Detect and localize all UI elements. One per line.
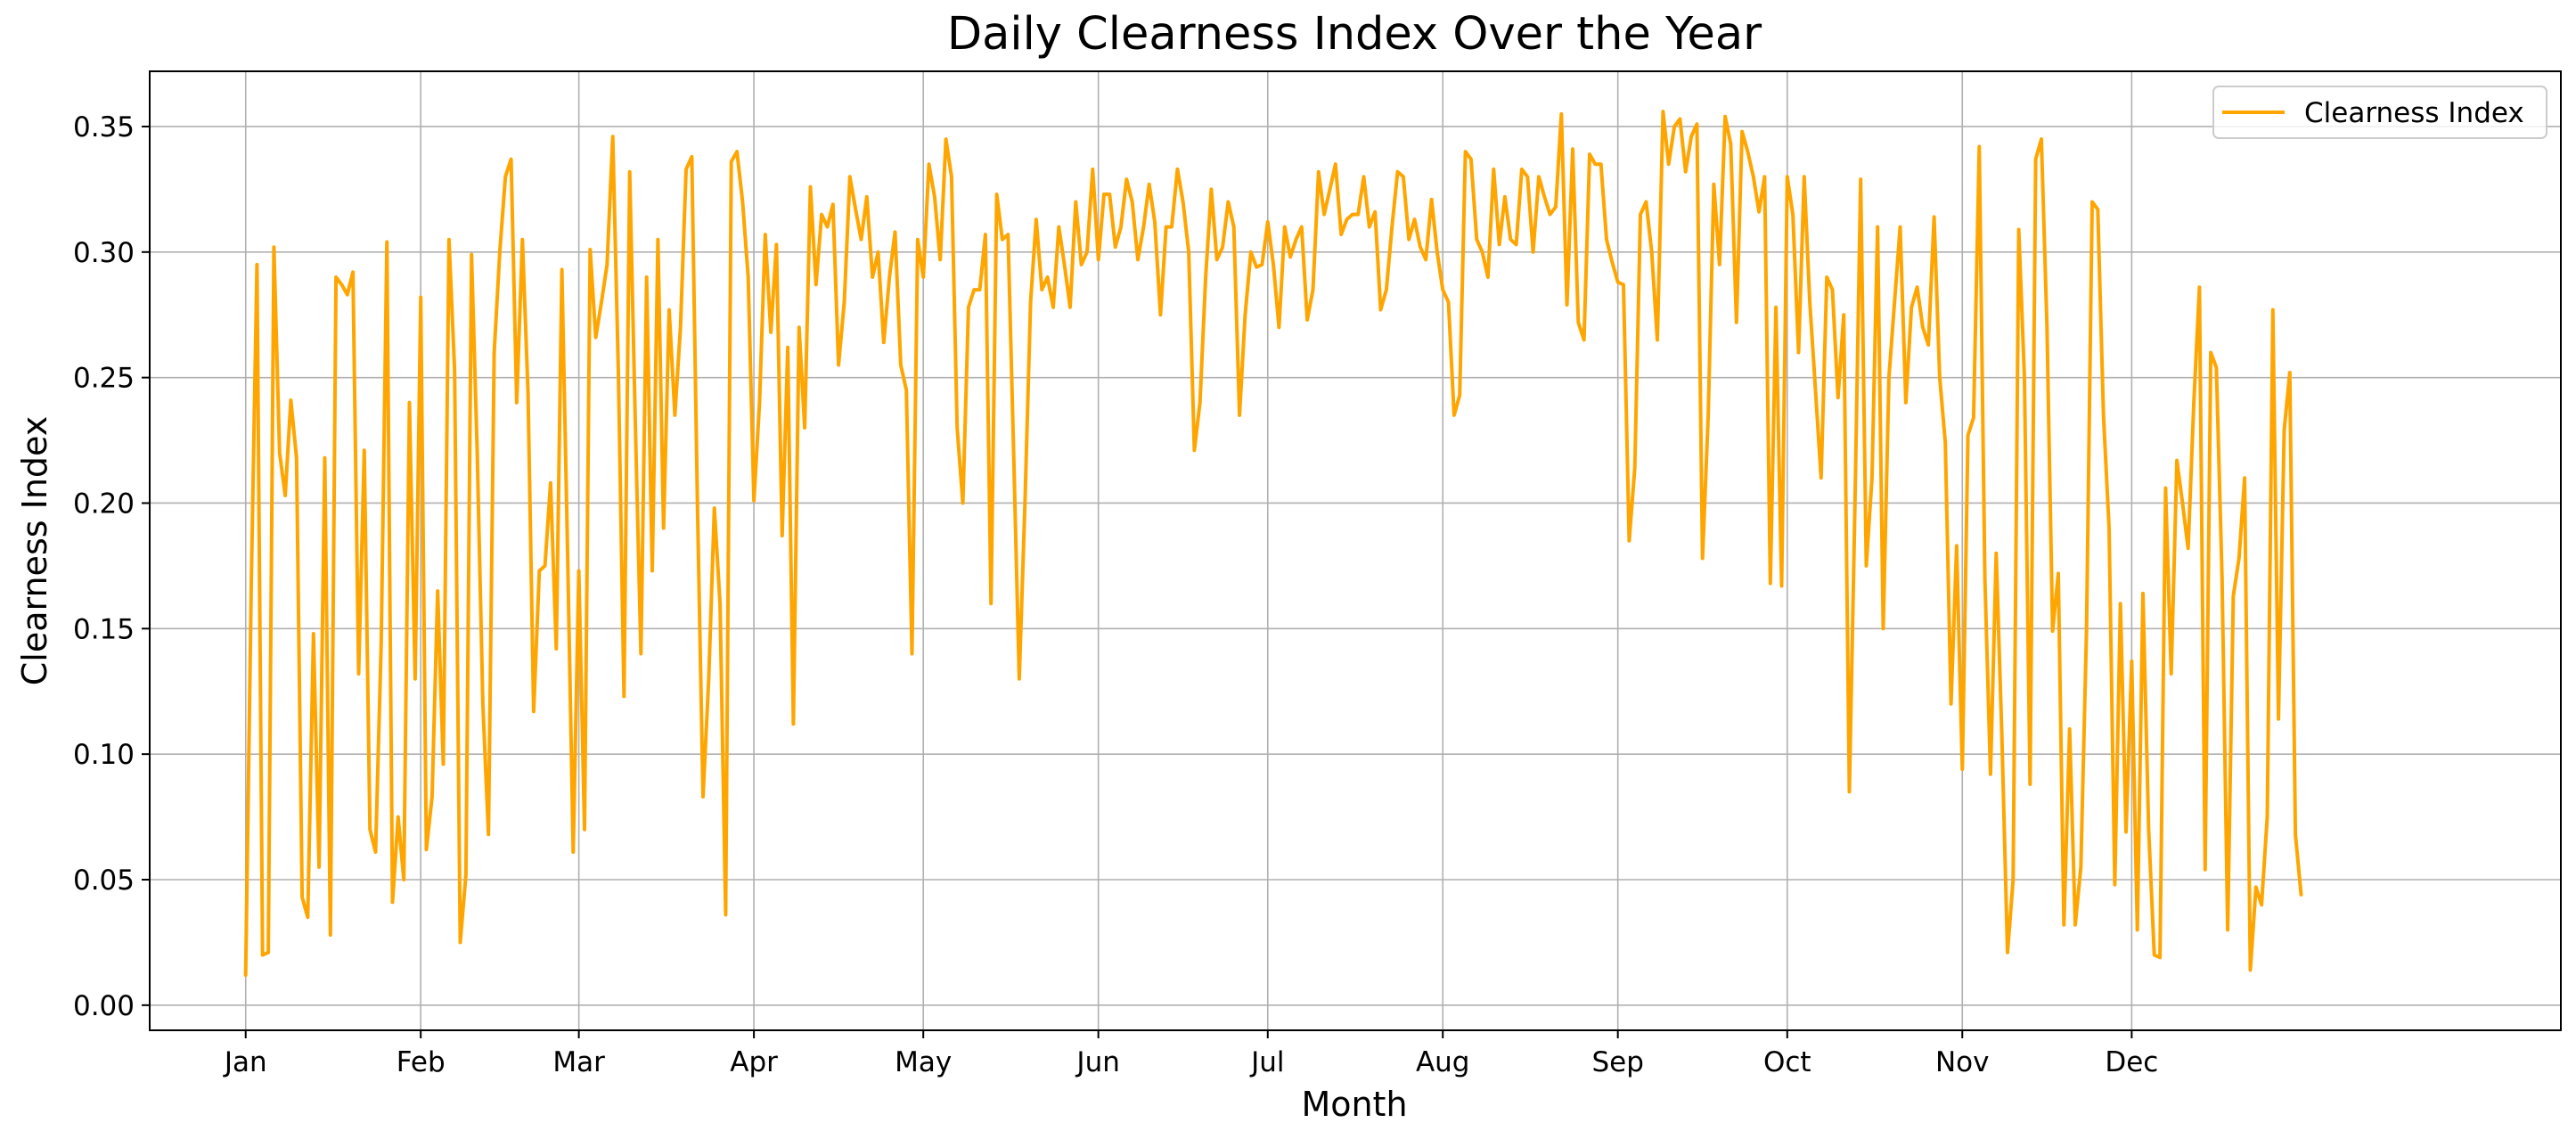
x-tick-label: Oct xyxy=(1763,1046,1811,1078)
y-tick-label: 0.15 xyxy=(73,613,135,645)
x-axis-label: Month xyxy=(1301,1085,1407,1124)
legend-label: Clearness Index xyxy=(2304,97,2524,129)
y-tick-label: 0.30 xyxy=(73,237,135,269)
y-tick-label: 0.00 xyxy=(73,990,135,1022)
x-tick-label: Dec xyxy=(2105,1046,2158,1078)
x-tick-label: Jul xyxy=(1249,1046,1284,1078)
chart-title: Daily Clearness Index Over the Year xyxy=(947,8,1762,61)
x-tick-label: Jun xyxy=(1075,1046,1119,1078)
y-tick-label: 0.35 xyxy=(73,111,135,143)
y-axis-label: Clearness Index xyxy=(15,416,54,685)
legend: Clearness Index xyxy=(2212,86,2547,139)
x-tick-label: Mar xyxy=(552,1046,605,1078)
plot-series xyxy=(243,110,2303,977)
y-tick-label: 0.05 xyxy=(73,865,135,897)
x-tick-label: Jan xyxy=(223,1046,267,1078)
x-tick-label: Nov xyxy=(1935,1046,1990,1078)
y-axis: 0.00 0.05 0.10 0.15 0.20 0.25 0.30 0.35 xyxy=(73,111,150,1022)
x-tick-label: May xyxy=(895,1046,952,1078)
y-tick-label: 0.10 xyxy=(73,739,135,771)
y-tick-label: 0.25 xyxy=(73,363,135,395)
x-tick-label: Apr xyxy=(730,1046,778,1078)
plot-frame xyxy=(149,70,2562,1031)
x-tick-label: Feb xyxy=(397,1046,446,1078)
y-tick-label: 0.20 xyxy=(73,488,135,520)
x-tick-label: Sep xyxy=(1591,1046,1643,1078)
legend-box xyxy=(2212,86,2547,139)
x-tick-label: Aug xyxy=(1416,1046,1470,1078)
series-line xyxy=(243,110,2303,977)
x-axis: Jan Feb Mar Apr May Jun Jul Aug Sep Oct Nov Dec xyxy=(223,1030,2158,1078)
